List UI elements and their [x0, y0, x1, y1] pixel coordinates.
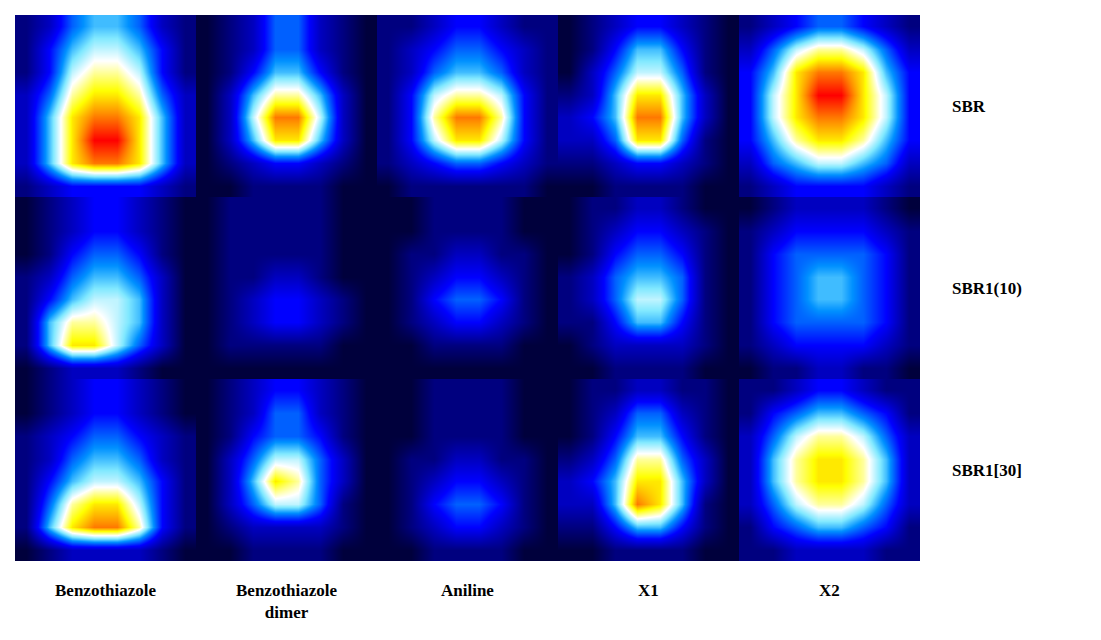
- svg-text:Benzothiazole: Benzothiazole: [55, 581, 156, 600]
- svg-text:SBR1[30]: SBR1[30]: [952, 461, 1022, 480]
- svg-text:Benzothiazoledimer: Benzothiazoledimer: [236, 581, 337, 622]
- svg-text:X2: X2: [819, 581, 840, 600]
- svg-text:SBR: SBR: [952, 97, 986, 116]
- svg-text:SBR1(10): SBR1(10): [952, 279, 1022, 298]
- svg-text:X1: X1: [638, 581, 659, 600]
- svg-text:Aniline: Aniline: [441, 581, 494, 600]
